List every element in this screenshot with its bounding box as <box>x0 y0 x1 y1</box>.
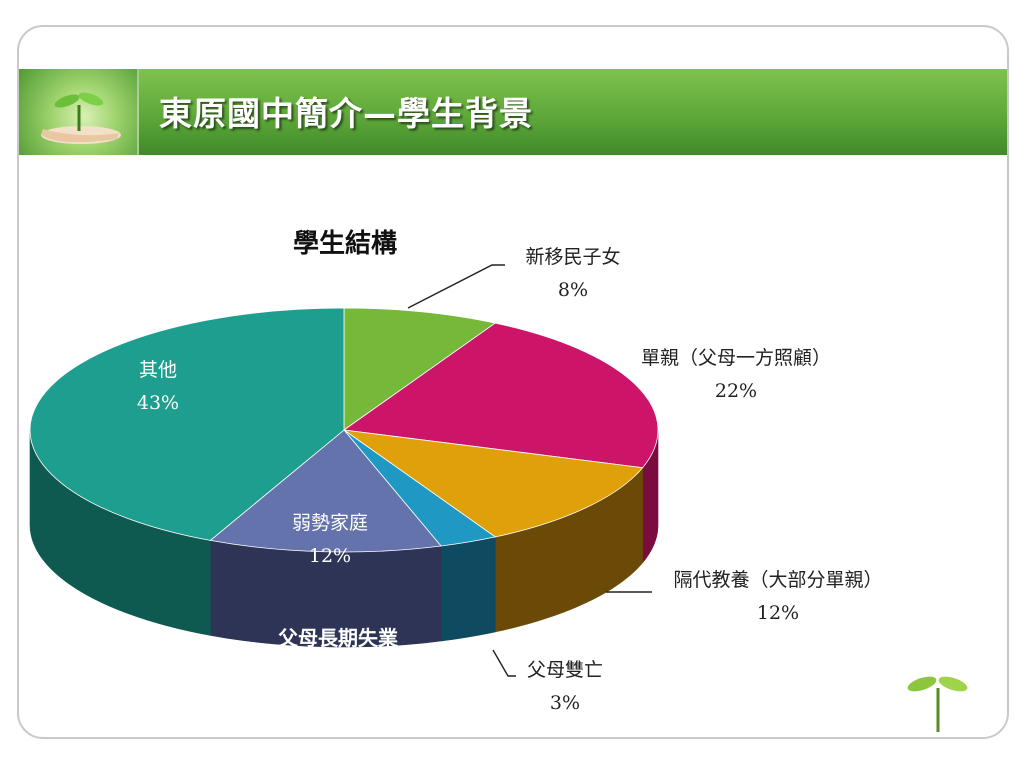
leader-lines <box>407 264 652 677</box>
pie-slice-a <box>343 307 497 431</box>
slice-label-skip: 隔代教養（大部分單親） <box>673 569 882 591</box>
pie-side-s <box>440 536 496 642</box>
chart-title: 學生結構 <box>293 228 397 259</box>
title-banner: 東原國中簡介—學生背景 <box>19 69 1007 155</box>
slice-value-single: 22% <box>715 380 757 402</box>
pie-top-slices <box>29 307 659 553</box>
slice-value-new: 8% <box>558 279 588 301</box>
slice-label-weak: 弱勢家庭 <box>292 512 368 534</box>
seedling-photo <box>19 69 139 155</box>
slice-labels: 新移民子女 8% 單親（父母一方照顧） 22% 隔代教養（大部分單親） 12% 父母雙亡 3%… <box>137 246 883 714</box>
pie-slice-c <box>343 429 644 538</box>
pie-slice-b <box>342 322 659 469</box>
pie-slice-e <box>209 429 442 553</box>
pie-slice-f <box>29 307 345 541</box>
slice-value-weak: 12% <box>309 545 351 567</box>
seedling-hand-icon <box>41 92 121 144</box>
slice-label-new: 新移民子女 <box>525 246 620 268</box>
slice-value-orphan: 3% <box>550 692 580 714</box>
slide-title: 東原國中簡介—學生背景 <box>159 94 533 133</box>
sprout-decoration-icon <box>907 676 968 732</box>
slice-value-other: 43% <box>137 392 179 414</box>
pie-side-walls <box>29 429 659 648</box>
slice-label-orphan: 父母雙亡 <box>527 659 603 681</box>
slice-label-other: 其他 <box>139 359 177 381</box>
leader-line-orphan <box>492 649 516 677</box>
annotation-label: 父母長期失業 <box>277 626 399 650</box>
slice-label-single: 單親（父母一方照顧） <box>641 347 831 369</box>
slice-value-skip: 12% <box>757 602 799 624</box>
leader-line-new <box>407 264 505 309</box>
